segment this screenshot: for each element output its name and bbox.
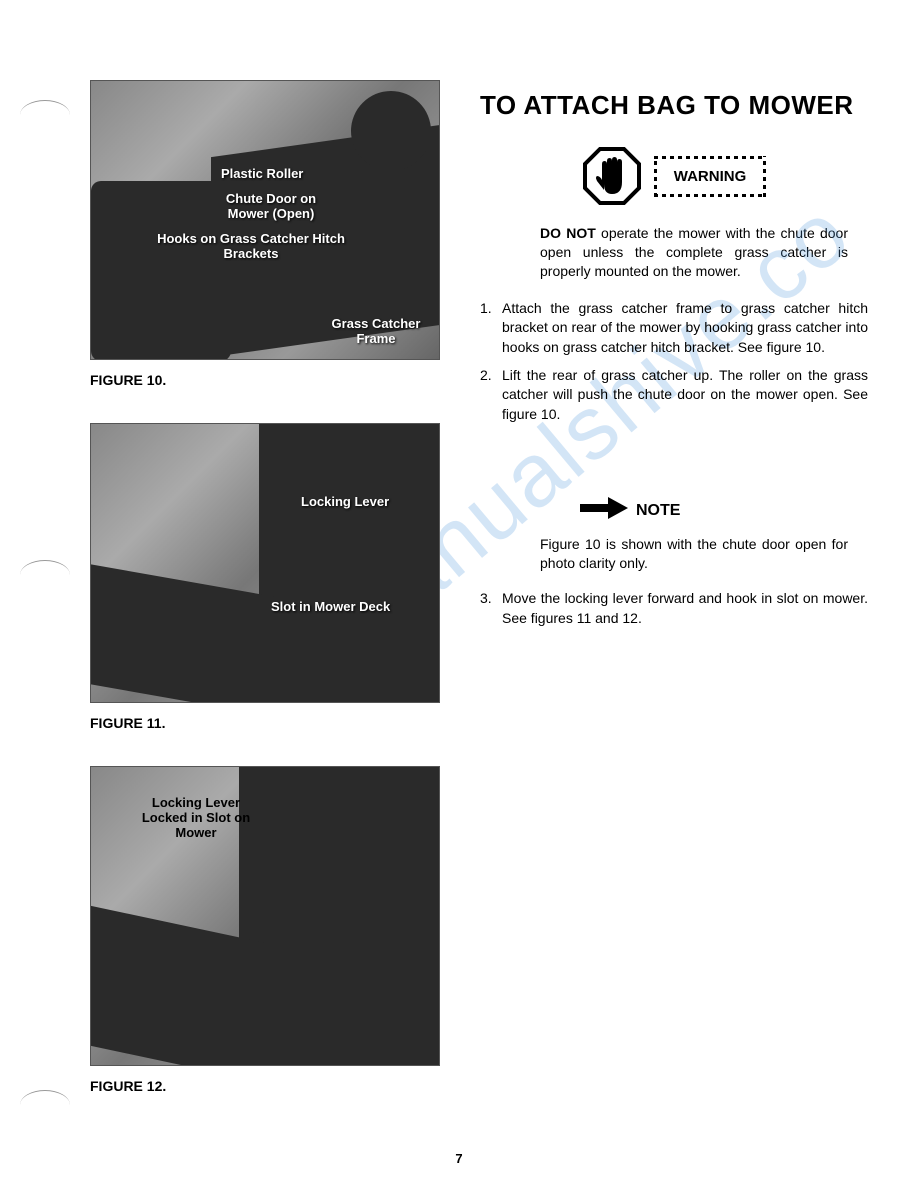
warning-text: DO NOT operate the mower with the chute …	[540, 224, 848, 281]
figure-12-caption: FIGURE 12.	[90, 1078, 450, 1094]
page-number: 7	[455, 1151, 462, 1166]
figure-10-image: Plastic Roller Chute Door on Mower (Open…	[90, 80, 440, 360]
figure-12-image: Locking Lever Locked in Slot on Mower	[90, 766, 440, 1066]
page-content: Plastic Roller Chute Door on Mower (Open…	[0, 0, 918, 1169]
right-column: TO ATTACH BAG TO MOWER WARNING DO NOT op…	[480, 80, 868, 1129]
fig11-label-locking-lever: Locking Lever	[301, 494, 389, 509]
stop-hand-icon	[582, 146, 642, 206]
figure-11-block: Locking Lever Slot in Mower Deck FIGURE …	[90, 423, 450, 731]
note-label: NOTE	[636, 502, 680, 520]
warning-label: WARNING	[672, 164, 749, 189]
left-column: Plastic Roller Chute Door on Mower (Open…	[90, 80, 450, 1129]
warning-bold: DO NOT	[540, 225, 596, 241]
step-1: Attach the grass catcher frame to grass …	[480, 299, 868, 358]
figure-12-block: Locking Lever Locked in Slot on Mower FI…	[90, 766, 450, 1094]
warning-row: WARNING	[480, 146, 868, 206]
fig10-label-chute-door: Chute Door on Mower (Open)	[211, 191, 331, 221]
figure-10-block: Plastic Roller Chute Door on Mower (Open…	[90, 80, 450, 388]
note-text: Figure 10 is shown with the chute door o…	[540, 535, 848, 573]
figure-10-caption: FIGURE 10.	[90, 372, 450, 388]
note-row: NOTE	[580, 494, 868, 527]
arrow-right-icon	[580, 494, 628, 527]
fig11-label-slot: Slot in Mower Deck	[271, 599, 390, 614]
fig10-label-plastic-roller: Plastic Roller	[221, 166, 303, 181]
figure-11-image: Locking Lever Slot in Mower Deck	[90, 423, 440, 703]
fig10-label-frame: Grass Catcher Frame	[321, 316, 431, 346]
instruction-list: Attach the grass catcher frame to grass …	[480, 299, 868, 425]
binding-mark	[20, 1090, 70, 1120]
warning-badge: WARNING	[654, 156, 767, 197]
binding-mark	[20, 560, 70, 590]
step-2: Lift the rear of grass catcher up. The r…	[480, 366, 868, 425]
section-heading: TO ATTACH BAG TO MOWER	[480, 90, 868, 121]
fig12-label-locking-lever: Locking Lever Locked in Slot on Mower	[131, 795, 261, 840]
fig10-label-hooks: Hooks on Grass Catcher Hitch Brackets	[156, 231, 346, 261]
instruction-list-continued: Move the locking lever forward and hook …	[480, 589, 868, 628]
figure-11-caption: FIGURE 11.	[90, 715, 450, 731]
step-3: Move the locking lever forward and hook …	[480, 589, 868, 628]
binding-mark	[20, 100, 70, 130]
